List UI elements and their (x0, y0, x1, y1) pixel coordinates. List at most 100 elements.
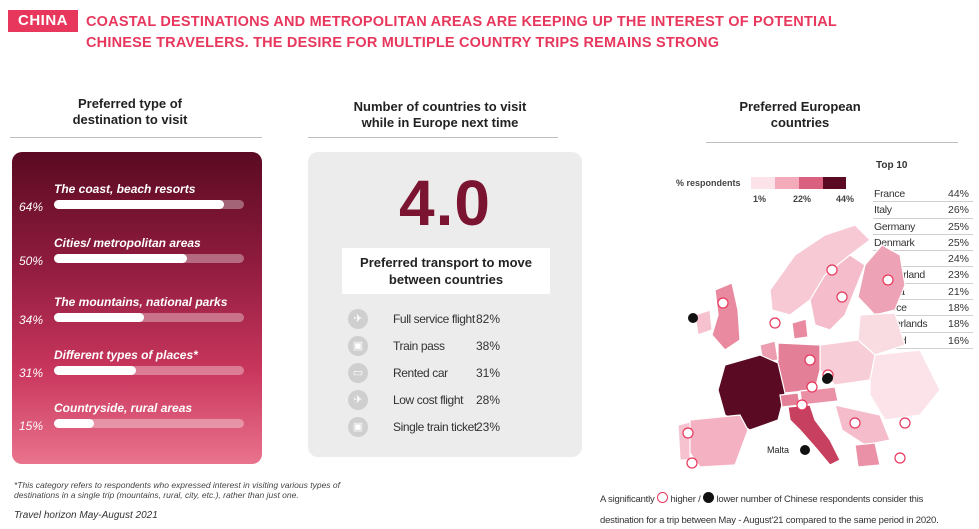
significance-note-line-2: destination for a trip between May - Aug… (600, 515, 939, 526)
destination-bar-value-label: 50% (19, 254, 44, 268)
travel-horizon: Travel horizon May-August 2021 (14, 510, 158, 521)
transport-row: ▣ Single train ticket 23% (348, 417, 548, 439)
destination-bar (54, 200, 225, 209)
transport-label: Rented car (393, 366, 448, 380)
map-baltics (857, 312, 906, 356)
headline-line-2: CHINESE TRAVELERS. THE DESIRE FOR MULTIP… (86, 35, 720, 51)
airplane-icon: ✈ (348, 309, 368, 329)
destination-bar-row: The mountains, national parks 34% (12, 295, 262, 335)
sig-text-a: A significantly (600, 494, 655, 505)
footnote-line-2: destinations in a single trip (mountains… (14, 490, 299, 500)
marker-sweden-higher (836, 291, 848, 303)
europe-map (677, 224, 941, 469)
car-icon: ▭ (348, 363, 368, 383)
significance-note-line-1: A significantly higher / lower number of… (600, 489, 979, 510)
destination-bar-track (54, 419, 244, 428)
europe-title-line-2: countries (770, 115, 830, 130)
transport-title-line-1: Preferred transport to move (360, 255, 532, 270)
destination-bar-row: Different types of places* 31% (12, 348, 262, 388)
country-badge: CHINA (8, 10, 78, 32)
significance-note: A significantly higher / lower number of… (600, 489, 979, 529)
top10-value: 25% (947, 220, 969, 233)
destination-bar (54, 419, 94, 428)
top10-value: 16% (947, 334, 969, 347)
destination-bar-row: Cities/ metropolitan areas 50% (12, 236, 262, 276)
transport-row: ▭ Rented car 31% (348, 363, 548, 385)
destination-title-line-1: Preferred type of (77, 96, 183, 111)
countries-title-line-1: Number of countries to visit (353, 99, 527, 114)
destination-bar-row: Countryside, rural areas 15% (12, 401, 262, 441)
legend-gradient (751, 177, 846, 189)
map-italy (787, 404, 841, 466)
legend-tick-mid: 22% (793, 194, 812, 204)
destination-bar-track (54, 254, 244, 263)
footnote: *This category refers to respondents who… (14, 480, 394, 500)
top10-row: Germany 25% (873, 219, 973, 235)
airplane-icon: ✈ (348, 390, 368, 410)
top10-value: 26% (947, 204, 969, 217)
top10-value: 18% (947, 302, 969, 315)
marker-germany-higher (804, 354, 816, 366)
sig-text-c: lower number of Chinese respondents cons… (716, 494, 924, 505)
transport-row: ▣ Train pass 38% (348, 336, 548, 358)
transport-value: 23% (476, 420, 501, 434)
sig-text-b: higher / (670, 494, 701, 505)
transport-value: 38% (476, 339, 501, 353)
top10-value: 44% (947, 188, 969, 200)
map-finland (857, 244, 906, 316)
marker-ireland-lower (688, 313, 698, 323)
transport-row: ✈ Low cost flight 28% (348, 390, 548, 412)
map-france (717, 354, 786, 431)
legend-title: % respondents (676, 178, 741, 188)
top10-country: Italy (874, 204, 892, 217)
countries-count: 4.0 (399, 167, 491, 239)
marker-greece-higher (899, 417, 911, 429)
map-greece (854, 442, 881, 468)
top10-value: 21% (947, 285, 969, 298)
destination-title: Preferred type of destination to visit (30, 96, 230, 128)
transport-row: ✈ Full service flight 82% (348, 309, 548, 331)
transport-value: 31% (476, 366, 501, 380)
marker-cyprus-higher (894, 452, 906, 464)
europe-title: Preferred European countries (700, 99, 900, 131)
higher-ring-icon (657, 492, 669, 503)
top10-value: 23% (947, 269, 969, 282)
marker-portugal-higher (686, 457, 698, 469)
destination-bar-value-label: 64% (19, 200, 44, 214)
destination-bar-row: The coast, beach resorts 64% (12, 182, 262, 222)
lower-dot-icon (703, 492, 715, 503)
countries-card: 4.0 Preferred transport to move between … (308, 152, 582, 457)
map-ireland (694, 309, 713, 336)
headline-line-1: COASTAL DESTINATIONS AND METROPOLITAN AR… (86, 14, 837, 30)
destination-bar-label: The coast, beach resorts (54, 182, 196, 196)
legend-tick-low: 1% (753, 194, 767, 204)
destination-bar-value-label: 15% (19, 419, 44, 433)
map-uk (711, 282, 741, 351)
transport-value: 82% (476, 312, 501, 326)
countries-title-line-2: while in Europe next time (361, 115, 519, 130)
destination-bar-track (54, 313, 244, 322)
top10-country: Germany (874, 220, 916, 233)
marker-spain-higher (682, 427, 694, 439)
marker-croatia-lower (823, 373, 833, 383)
top10-value: 18% (947, 318, 969, 331)
destination-card: The coast, beach resorts 64% Cities/ metro… (12, 152, 262, 464)
destination-bar-label: Cities/ metropolitan areas (54, 236, 201, 250)
footnote-line-1: *This category refers to respondents who… (14, 480, 340, 490)
countries-title: Number of countries to visit while in Eu… (320, 99, 560, 131)
top10-value: 25% (947, 236, 969, 249)
destination-bar-label: Countryside, rural areas (54, 401, 193, 415)
destination-title-line-2: destination to visit (72, 112, 188, 127)
map-denmark (791, 318, 809, 340)
top10-row: Italy 26% (873, 202, 973, 219)
transport-title: Preferred transport to move between coun… (342, 248, 550, 294)
legend-tick-high: 44% (836, 194, 855, 204)
map-spain (687, 414, 749, 468)
destination-bar-track (54, 366, 244, 375)
marker-austria-higher (806, 381, 818, 393)
transport-label: Single train ticket (393, 420, 477, 434)
destination-bar (54, 254, 187, 263)
destination-bar-label: Different types of places* (54, 348, 198, 362)
europe-divider (706, 142, 958, 143)
destination-bar-track (54, 200, 244, 209)
